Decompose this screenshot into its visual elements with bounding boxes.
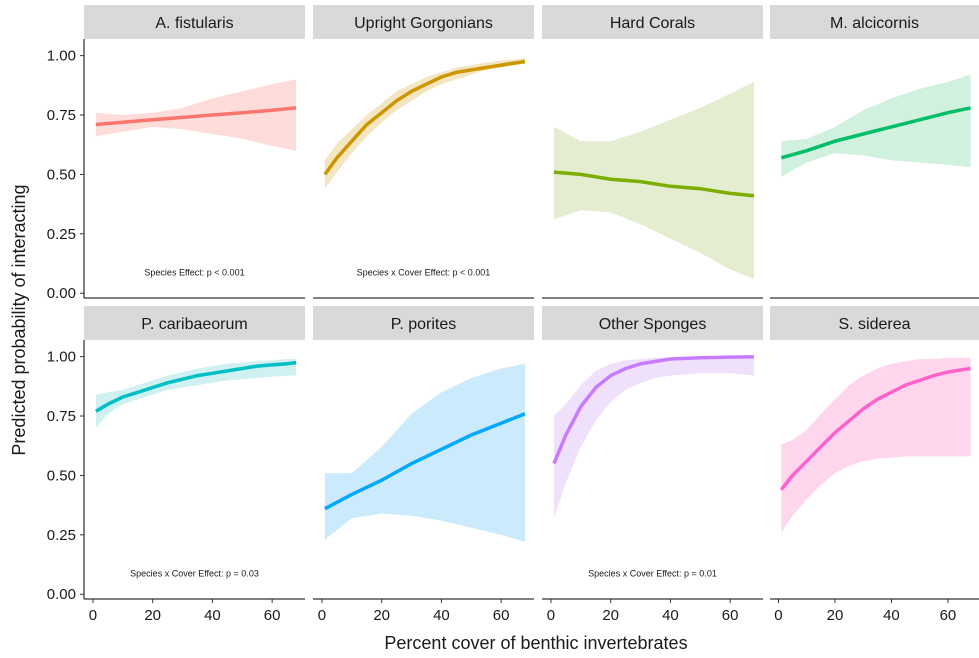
- x-tick-label: 20: [827, 607, 844, 624]
- y-axis-title: Predicted probability of interacting: [9, 184, 29, 455]
- confidence-band: [781, 74, 971, 177]
- facet-strip-label: Hard Corals: [610, 15, 695, 32]
- series-line: [324, 412, 526, 511]
- x-tick-label: 40: [883, 607, 900, 624]
- x-tick-label: 60: [264, 607, 281, 624]
- y-tick-label: 0.75: [47, 107, 76, 124]
- facet-strip-label: Upright Gorgonians: [354, 15, 493, 32]
- effect-annotation: Species x Cover Effect: p = 0.01: [588, 568, 717, 578]
- y-tick-label: 0.00: [47, 285, 76, 302]
- series-line: [552, 355, 755, 465]
- facet-panel: P. porites 0 20 40 60: [313, 306, 534, 624]
- facet-panel: A. fistularis 0.00 0.25 0.50 0.75 1.00 Species…: [47, 5, 305, 302]
- series-line: [553, 170, 755, 198]
- facet-panel: M. alcicornis: [770, 5, 979, 299]
- facet-strip: [770, 5, 979, 39]
- facet-strip-label: P. caribaeorum: [141, 316, 247, 333]
- facet-panel: Other Sponges 0 20 40 60 Species x Cover Effe…: [542, 306, 763, 624]
- facet-strip: [313, 5, 534, 39]
- x-tick-label: 20: [373, 607, 390, 624]
- y-tick-label: 1.00: [47, 48, 76, 65]
- confidence-band: [324, 58, 525, 189]
- facet-strip-label: A. fistularis: [155, 15, 233, 32]
- x-tick-label: 0: [318, 607, 326, 624]
- confidence-band: [553, 81, 754, 279]
- facet-strip-label: P. porites: [391, 316, 457, 333]
- y-tick-label: 0.00: [47, 586, 76, 603]
- series-line: [95, 106, 297, 127]
- y-tick-label: 1.00: [47, 349, 76, 366]
- x-tick-label: 60: [940, 607, 957, 624]
- facet-panel: Hard Corals: [542, 5, 763, 299]
- x-axis-title: Percent cover of benthic invertebrates: [384, 633, 687, 653]
- facet-strip: [770, 306, 979, 340]
- y-tick-label: 0.50: [47, 166, 76, 183]
- confidence-band: [781, 357, 971, 533]
- x-tick-label: 60: [722, 607, 739, 624]
- facet-strip: [542, 306, 763, 340]
- y-tick-label: 0.25: [47, 527, 76, 544]
- facet-strip: [313, 306, 534, 340]
- y-tick-label: 0.25: [47, 226, 76, 243]
- x-tick-label: 40: [662, 607, 679, 624]
- x-tick-label: 0: [89, 607, 97, 624]
- facet-strip: [84, 5, 305, 39]
- x-tick-label: 20: [144, 607, 161, 624]
- x-tick-label: 0: [547, 607, 555, 624]
- y-tick-label: 0.50: [47, 467, 76, 484]
- facet-panels: A. fistularis 0.00 0.25 0.50 0.75 1.00 Species…: [47, 5, 979, 624]
- x-tick-label: 40: [204, 607, 221, 624]
- facet-strip-label: M. alcicornis: [830, 15, 919, 32]
- series-line: [780, 106, 971, 160]
- facet-strip-label: S. siderea: [838, 316, 910, 333]
- facet-strip-label: Other Sponges: [599, 316, 707, 333]
- series-line: [323, 59, 526, 176]
- confidence-band: [95, 359, 297, 428]
- series-line: [779, 366, 971, 491]
- x-tick-label: 40: [433, 607, 450, 624]
- y-tick-label: 0.75: [47, 408, 76, 425]
- confidence-band: [553, 356, 754, 519]
- facet-panel: S. siderea 0 20 40 60: [770, 306, 979, 624]
- effect-annotation: Species x Cover Effect: p = 0.03: [130, 568, 259, 578]
- facet-strip: [84, 306, 305, 340]
- x-tick-label: 20: [602, 607, 619, 624]
- x-tick-label: 60: [493, 607, 510, 624]
- effect-annotation: Species Effect: p < 0.001: [144, 267, 244, 277]
- series-line: [95, 360, 297, 413]
- facet-panel: Upright Gorgonians Species x Cover Effect…: [313, 5, 534, 299]
- effect-annotation: Species x Cover Effect: p < 0.001: [357, 267, 491, 277]
- facet-strip: [542, 5, 763, 39]
- confidence-band: [324, 363, 525, 542]
- facet-panel: P. caribaeorum 0 20 40 60 0.00 0.25 0.50 0.75 1.0…: [47, 306, 305, 624]
- x-tick-label: 0: [774, 607, 782, 624]
